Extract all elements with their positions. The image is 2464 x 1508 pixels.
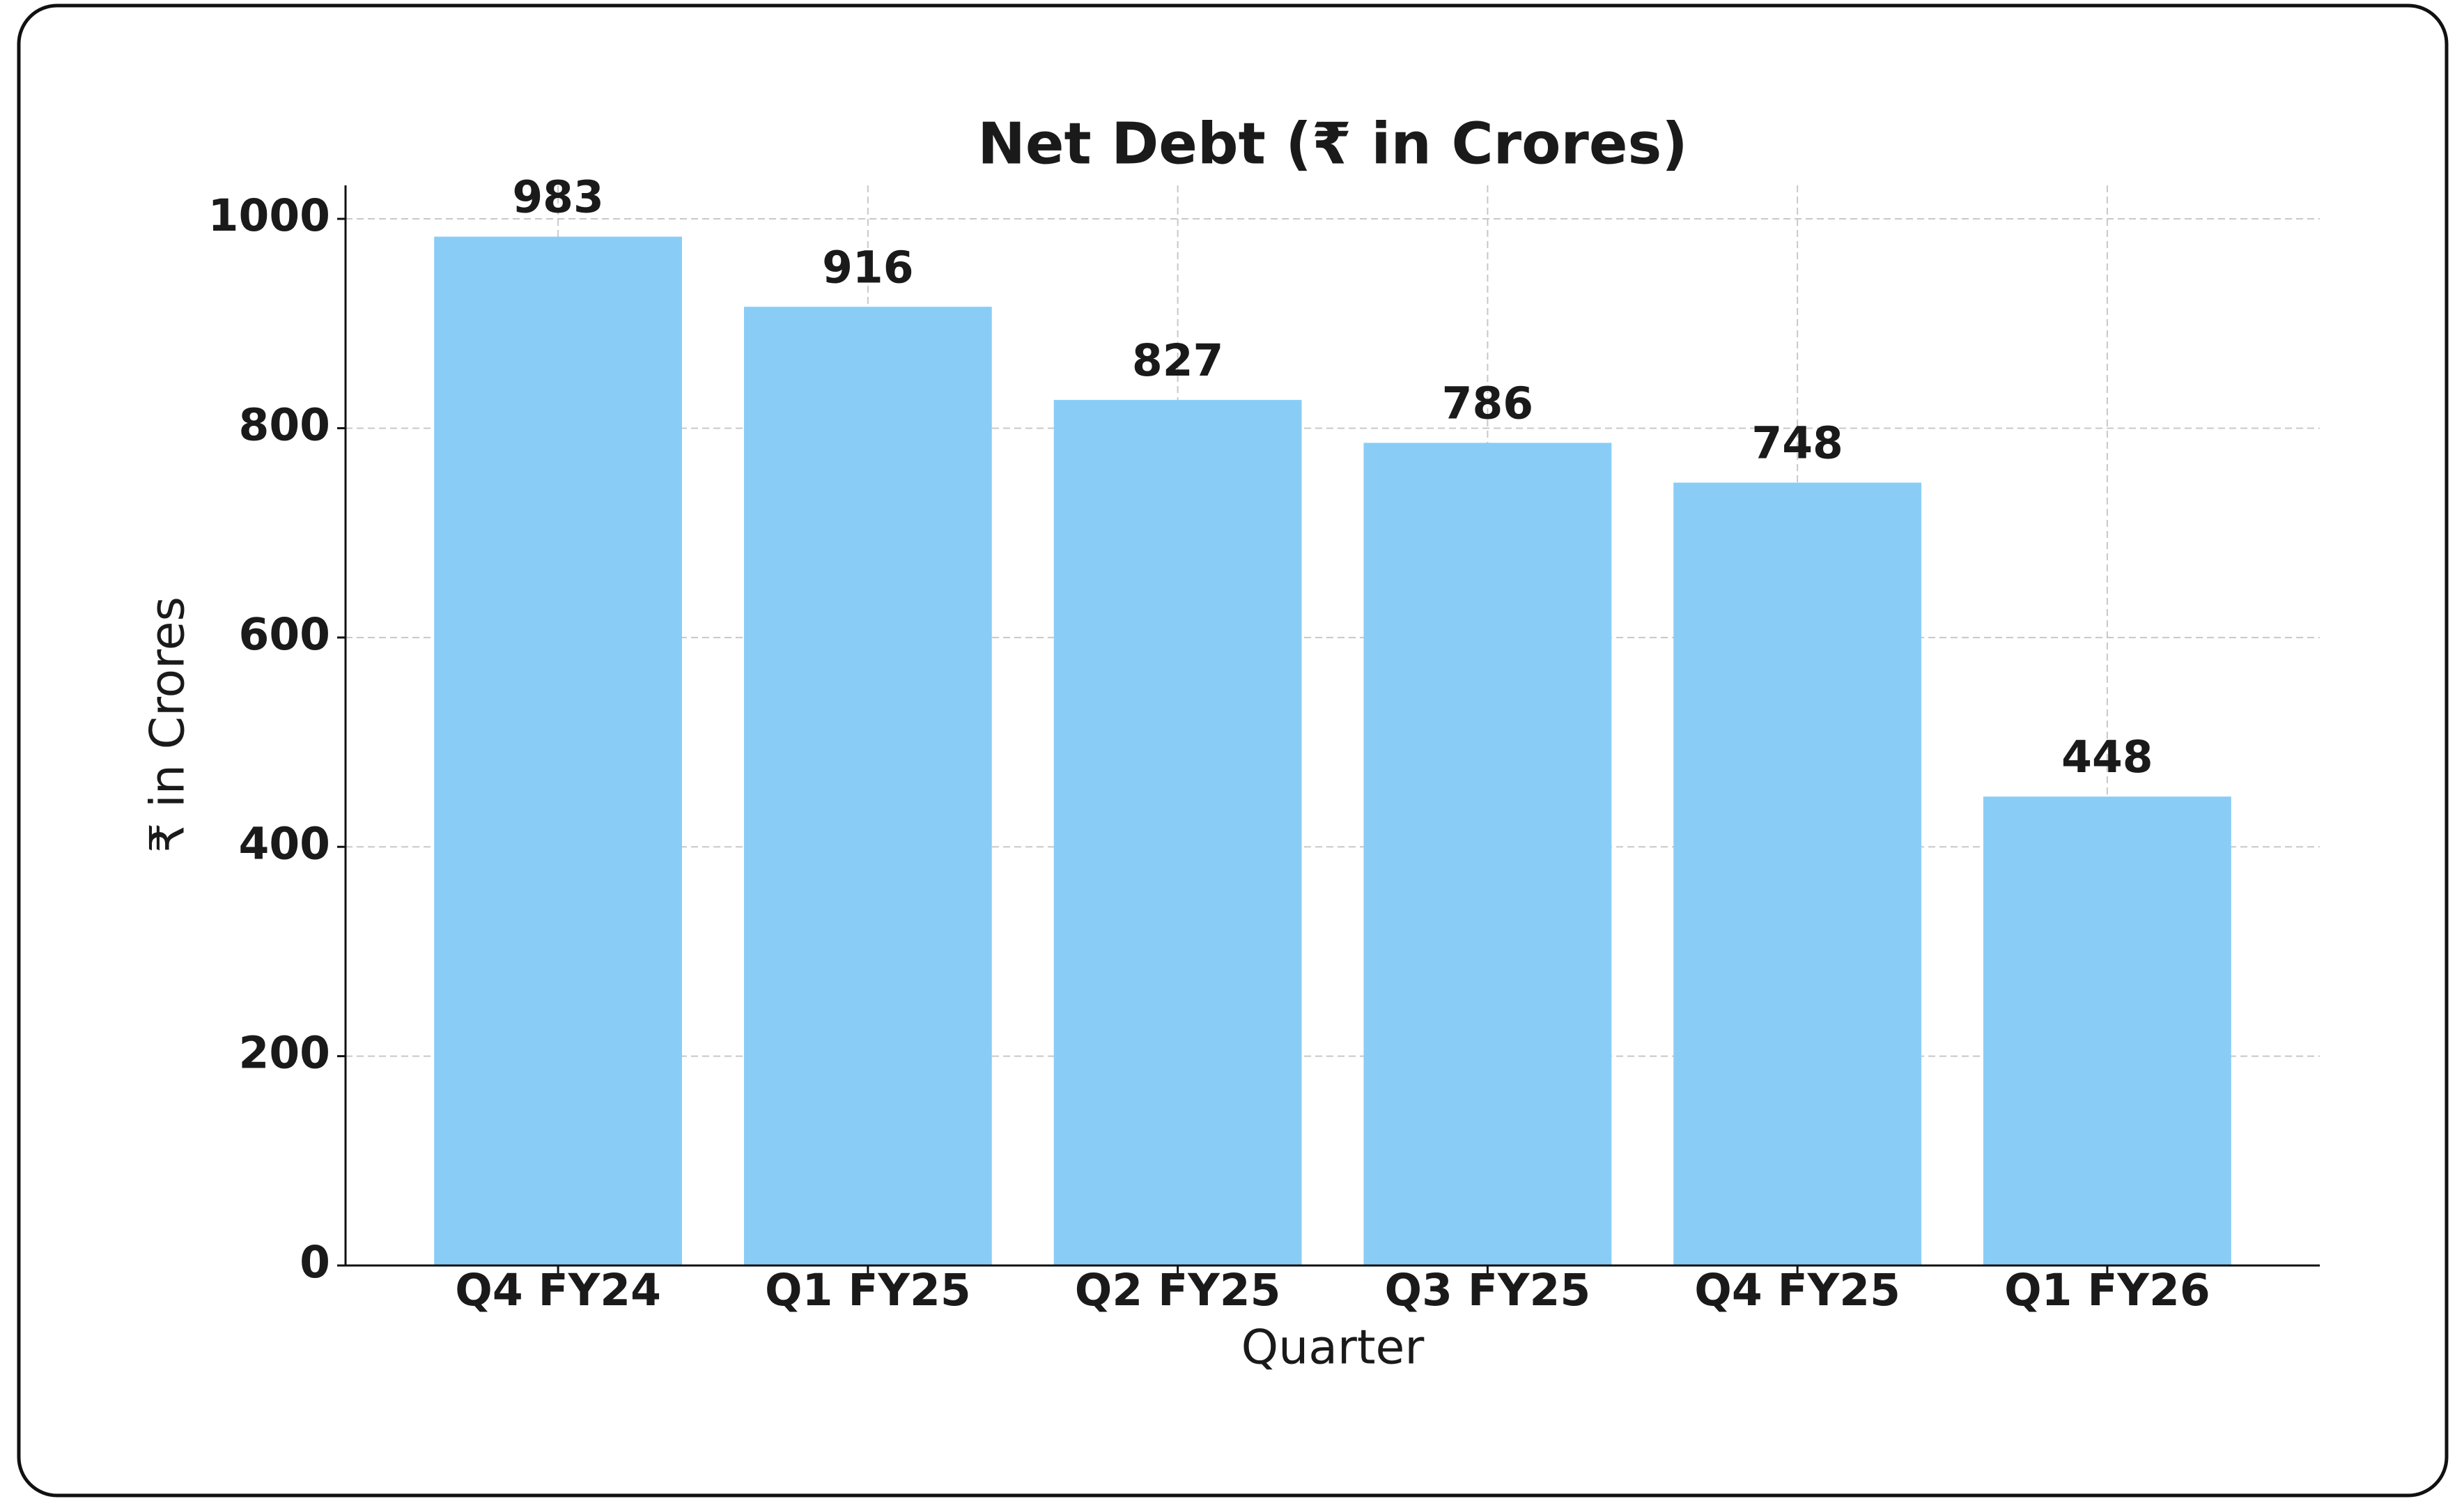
value-label: 448 xyxy=(2061,732,2153,783)
y-tick-label: 800 xyxy=(238,400,330,451)
value-label: 827 xyxy=(1132,335,1224,386)
value-label: 983 xyxy=(512,172,604,223)
bar xyxy=(1363,443,1612,1265)
value-label: 786 xyxy=(1442,378,1534,429)
x-tick-label: Q1 FY25 xyxy=(765,1265,971,1316)
x-tick-label: Q1 FY26 xyxy=(2004,1265,2210,1316)
x-tick-label: Q4 FY25 xyxy=(1694,1265,1900,1316)
value-label: 916 xyxy=(822,242,914,293)
y-axis-label: ₹ in Crores xyxy=(141,597,196,853)
bar xyxy=(434,236,683,1265)
y-tick-label: 1000 xyxy=(208,190,330,241)
y-tick-label: 0 xyxy=(300,1237,330,1288)
chart-title: Net Debt (₹ in Crores) xyxy=(977,111,1688,177)
x-tick-label: Q2 FY25 xyxy=(1075,1265,1281,1316)
y-tick-label: 200 xyxy=(238,1028,330,1079)
bar xyxy=(1053,399,1302,1266)
bar xyxy=(743,307,992,1265)
y-tick-label: 600 xyxy=(238,609,330,660)
y-tick-label: 400 xyxy=(238,818,330,869)
x-tick-label: Q4 FY24 xyxy=(455,1265,661,1316)
bar xyxy=(1983,797,2231,1265)
bar xyxy=(1673,482,1922,1265)
x-tick-label: Q3 FY25 xyxy=(1385,1265,1591,1316)
x-axis-label: Quarter xyxy=(1241,1321,1425,1376)
value-label: 748 xyxy=(1751,418,1843,469)
